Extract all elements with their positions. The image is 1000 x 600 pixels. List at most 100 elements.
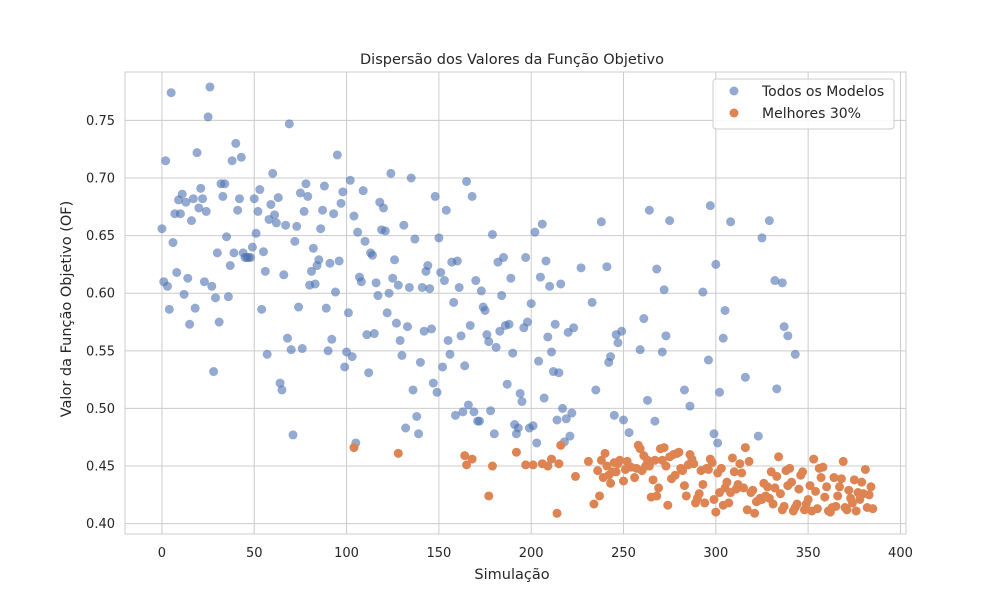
point-todos — [539, 393, 549, 403]
x-tick-label: 150 — [426, 546, 451, 561]
point-melhores — [851, 506, 861, 516]
point-todos — [432, 387, 442, 397]
y-tick-label: 0.75 — [86, 114, 115, 129]
point-todos — [286, 345, 296, 355]
point-todos — [258, 247, 268, 257]
point-melhores — [528, 460, 538, 470]
y-tick-label: 0.60 — [86, 287, 115, 302]
point-todos — [715, 387, 725, 397]
point-melhores — [818, 462, 828, 472]
point-melhores — [460, 451, 470, 461]
point-todos — [205, 82, 215, 92]
point-todos — [199, 277, 209, 287]
point-todos — [410, 234, 420, 244]
point-melhores — [831, 501, 841, 511]
point-todos — [441, 205, 451, 215]
point-todos — [644, 205, 654, 215]
point-todos — [541, 256, 551, 266]
point-melhores — [864, 490, 874, 500]
x-tick-label: 50 — [246, 546, 263, 561]
point-todos — [186, 216, 196, 226]
point-melhores — [663, 500, 673, 510]
point-todos — [314, 255, 324, 265]
point-todos — [384, 288, 394, 298]
point-todos — [386, 168, 396, 178]
point-melhores — [740, 443, 750, 453]
point-todos — [360, 236, 370, 246]
point-melhores — [711, 507, 721, 517]
point-melhores — [775, 489, 785, 499]
point-todos — [497, 291, 507, 301]
point-todos — [419, 326, 429, 336]
point-melhores — [748, 485, 758, 495]
point-todos — [487, 229, 497, 239]
point-todos — [619, 415, 629, 425]
point-melhores — [798, 467, 808, 477]
point-melhores — [674, 447, 684, 457]
point-todos — [222, 232, 232, 242]
point-todos — [369, 329, 379, 339]
point-melhores — [589, 499, 599, 509]
point-todos — [268, 168, 278, 178]
point-todos — [587, 297, 597, 307]
point-melhores — [811, 486, 821, 496]
point-todos — [711, 259, 721, 269]
point-todos — [281, 220, 291, 230]
point-todos — [609, 410, 619, 420]
point-todos — [591, 385, 601, 395]
legend-marker-todos — [729, 86, 739, 96]
point-todos — [402, 322, 412, 332]
point-todos — [330, 287, 340, 297]
point-todos — [279, 270, 289, 280]
point-todos — [471, 276, 481, 286]
point-todos — [558, 403, 568, 413]
point-todos — [713, 438, 723, 448]
point-todos — [397, 350, 407, 360]
point-todos — [336, 198, 346, 208]
point-todos — [513, 423, 523, 433]
point-todos — [347, 352, 357, 362]
point-melhores — [707, 458, 717, 468]
point-melhores — [571, 471, 581, 481]
point-todos — [777, 278, 787, 288]
point-melhores — [735, 459, 745, 469]
legend-marker-melhores — [729, 108, 739, 118]
point-todos — [388, 273, 398, 283]
point-melhores — [678, 466, 688, 476]
point-todos — [318, 205, 328, 215]
point-todos — [299, 206, 309, 216]
point-todos — [395, 335, 405, 345]
point-todos — [783, 331, 793, 341]
point-melhores — [393, 448, 403, 458]
x-tick-label: 400 — [888, 546, 913, 561]
point-todos — [310, 279, 320, 289]
point-todos — [639, 314, 649, 324]
point-todos — [345, 175, 355, 185]
point-melhores — [836, 474, 846, 484]
point-todos — [495, 326, 505, 336]
point-todos — [554, 368, 564, 378]
point-todos — [234, 194, 244, 204]
point-todos — [569, 323, 579, 333]
point-melhores — [547, 454, 556, 464]
point-todos — [290, 236, 300, 246]
point-todos — [565, 431, 575, 441]
point-todos — [373, 291, 383, 301]
point-todos — [705, 201, 715, 211]
x-axis-title: Simulação — [474, 567, 549, 583]
point-melhores — [833, 491, 843, 501]
point-todos — [260, 266, 270, 276]
point-melhores — [648, 475, 658, 485]
point-todos — [508, 348, 518, 358]
point-todos — [698, 287, 708, 297]
point-todos — [740, 372, 750, 382]
point-todos — [161, 156, 171, 166]
point-todos — [547, 347, 556, 357]
point-todos — [247, 242, 257, 252]
point-todos — [190, 303, 200, 313]
point-todos — [502, 379, 512, 389]
point-todos — [652, 264, 662, 274]
point-melhores — [722, 477, 732, 487]
point-todos — [709, 429, 719, 439]
point-todos — [462, 176, 472, 186]
